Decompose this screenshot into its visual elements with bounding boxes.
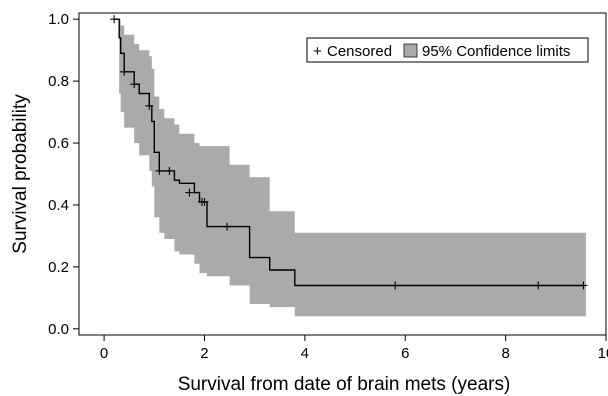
censored-marker [130, 80, 139, 89]
censored-marker [185, 188, 194, 197]
x-tick-label: 2 [200, 345, 208, 362]
confidence-band-layer [114, 19, 586, 317]
x-tick-label: 8 [501, 345, 509, 362]
censored-marker [155, 166, 164, 175]
censored-marker [534, 281, 543, 290]
censored-marker [165, 166, 174, 175]
x-axis-label: Survival from date of brain mets (years) [178, 374, 511, 395]
legend-box [306, 37, 589, 63]
censored-marker [391, 281, 400, 290]
censored-marker [120, 67, 129, 76]
y-tick-label: 0.8 [48, 73, 69, 90]
legend: + Censored 95% Confidence limits [306, 37, 589, 63]
censored-marker [110, 15, 119, 24]
y-tick-label: 1.0 [48, 11, 69, 28]
confidence-band [114, 19, 586, 317]
legend-band-swatch [403, 43, 418, 58]
censored-markers-layer [110, 15, 588, 290]
y-tick-label: 0.2 [48, 259, 69, 276]
legend-censored-symbol: + [313, 43, 322, 60]
y-tick-label: 0.0 [48, 321, 69, 338]
censored-marker [223, 222, 232, 231]
x-tick-label: 4 [301, 345, 309, 362]
legend-band-label: 95% Confidence limits [422, 43, 570, 60]
plot-frame [78, 12, 607, 336]
x-tick-label: 0 [100, 345, 108, 362]
y-tick-label: 0.6 [48, 135, 69, 152]
legend-censored-label: Censored [327, 43, 392, 60]
y-axis-label: Survival probability [10, 94, 31, 254]
x-axis-ticks: 0 2 4 6 8 10 [100, 335, 608, 362]
y-tick-label: 0.4 [48, 197, 69, 214]
x-tick-label: 10 [598, 345, 608, 362]
censored-marker [579, 281, 588, 290]
censored-marker [200, 197, 209, 206]
x-tick-label: 6 [401, 345, 409, 362]
censored-marker [145, 101, 154, 110]
y-axis-ticks: 0.0 0.2 0.4 0.6 0.8 1.0 [48, 11, 79, 338]
